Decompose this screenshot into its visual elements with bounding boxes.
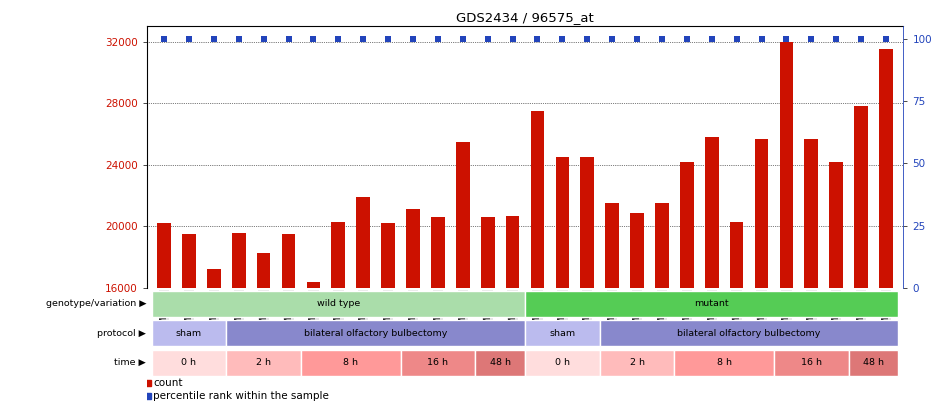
Bar bbox=[151, 350, 226, 376]
Bar bbox=[151, 320, 226, 346]
Text: 8 h: 8 h bbox=[717, 358, 731, 367]
Bar bbox=[525, 350, 600, 376]
Text: wild type: wild type bbox=[317, 299, 359, 308]
Bar bbox=[207, 269, 220, 405]
Bar bbox=[630, 213, 644, 405]
Bar bbox=[282, 234, 295, 405]
Bar bbox=[151, 291, 525, 317]
Bar bbox=[780, 42, 794, 405]
Bar bbox=[680, 162, 693, 405]
Text: 2 h: 2 h bbox=[629, 358, 644, 367]
Text: count: count bbox=[153, 378, 183, 388]
Bar bbox=[525, 291, 899, 317]
Bar bbox=[525, 320, 600, 346]
Bar bbox=[226, 320, 525, 346]
Text: 16 h: 16 h bbox=[428, 358, 448, 367]
Text: protocol ▶: protocol ▶ bbox=[97, 329, 146, 338]
Text: 8 h: 8 h bbox=[343, 358, 359, 367]
Bar bbox=[301, 350, 400, 376]
Bar bbox=[729, 222, 744, 405]
Bar bbox=[655, 203, 669, 405]
Bar bbox=[804, 139, 818, 405]
Bar bbox=[674, 350, 774, 376]
Bar bbox=[879, 49, 893, 405]
Text: 48 h: 48 h bbox=[490, 358, 511, 367]
Bar bbox=[830, 162, 843, 405]
Text: 2 h: 2 h bbox=[256, 358, 272, 367]
Bar bbox=[531, 111, 544, 405]
Bar bbox=[600, 320, 899, 346]
Bar bbox=[157, 223, 171, 405]
Text: genotype/variation ▶: genotype/variation ▶ bbox=[45, 299, 146, 308]
Text: 48 h: 48 h bbox=[863, 358, 885, 367]
Text: percentile rank within the sample: percentile rank within the sample bbox=[153, 390, 329, 401]
Bar bbox=[256, 253, 271, 405]
Bar bbox=[400, 350, 475, 376]
Bar bbox=[849, 350, 899, 376]
Bar bbox=[774, 350, 849, 376]
Text: 0 h: 0 h bbox=[555, 358, 569, 367]
Bar bbox=[331, 222, 345, 405]
Title: GDS2434 / 96575_at: GDS2434 / 96575_at bbox=[456, 11, 594, 24]
Bar bbox=[600, 350, 674, 376]
Bar bbox=[232, 232, 246, 405]
Bar bbox=[475, 350, 525, 376]
Bar bbox=[357, 197, 370, 405]
Bar bbox=[456, 142, 469, 405]
Bar bbox=[605, 203, 619, 405]
Text: 16 h: 16 h bbox=[801, 358, 822, 367]
Bar bbox=[307, 282, 321, 405]
Bar bbox=[406, 209, 420, 405]
Bar bbox=[226, 350, 301, 376]
Bar bbox=[755, 139, 768, 405]
Text: sham: sham bbox=[176, 329, 202, 338]
Text: bilateral olfactory bulbectomy: bilateral olfactory bulbectomy bbox=[304, 329, 447, 338]
Bar bbox=[581, 157, 594, 405]
Bar bbox=[506, 215, 519, 405]
Bar bbox=[431, 217, 445, 405]
Bar bbox=[381, 223, 395, 405]
Bar bbox=[555, 157, 569, 405]
Text: mutant: mutant bbox=[694, 299, 729, 308]
Text: sham: sham bbox=[550, 329, 575, 338]
Text: bilateral olfactory bulbectomy: bilateral olfactory bulbectomy bbox=[677, 329, 821, 338]
Bar bbox=[182, 234, 196, 405]
Bar bbox=[705, 137, 719, 405]
Bar bbox=[481, 217, 495, 405]
Text: 0 h: 0 h bbox=[182, 358, 197, 367]
Bar bbox=[854, 107, 868, 405]
Text: time ▶: time ▶ bbox=[114, 358, 146, 367]
